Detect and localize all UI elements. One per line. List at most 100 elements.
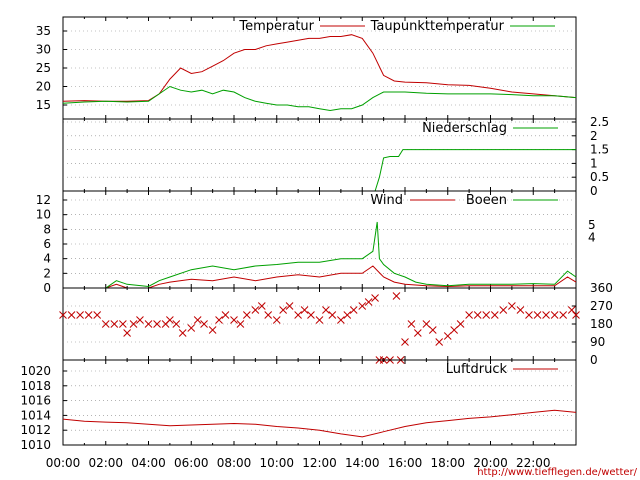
- y-tick-label: 6: [43, 237, 51, 251]
- series-line-taupunkttemperatur: [62, 85, 577, 112]
- x-tick-label: 04:00: [131, 456, 166, 470]
- x-tick-label: 06:00: [174, 456, 209, 470]
- point-stroke: [413, 329, 422, 337]
- legend-label: Boeen: [466, 193, 507, 208]
- point-stroke: [550, 311, 559, 319]
- point-stroke: [110, 320, 119, 328]
- wind-direction-point: [110, 320, 119, 328]
- point-stroke: [230, 316, 238, 324]
- point-stroke: [364, 298, 373, 306]
- wind-direction-point: [456, 320, 465, 328]
- wind-direction-point: [59, 311, 67, 319]
- x-tick-label: 14:00: [345, 456, 380, 470]
- wind-direction-point: [482, 311, 491, 319]
- point-stroke: [315, 316, 324, 324]
- point-stroke: [533, 311, 542, 319]
- point-stroke: [490, 311, 499, 319]
- wind-direction-point: [76, 311, 84, 319]
- wind-direction-point: [450, 326, 459, 334]
- wind-direction-point: [572, 311, 580, 319]
- wind-direction-point: [136, 316, 144, 324]
- point-stroke: [542, 311, 550, 319]
- point-stroke: [76, 311, 84, 319]
- point-stroke: [193, 316, 202, 324]
- y-tick-label: 360: [590, 281, 613, 295]
- point-stroke: [279, 306, 288, 314]
- wind-direction-point: [371, 294, 379, 302]
- y-tick-label: 35: [36, 24, 51, 38]
- wind-direction-point: [84, 311, 93, 319]
- wind-direction-point: [533, 311, 542, 319]
- point-stroke: [428, 326, 437, 334]
- y-tick-label: 1020: [20, 364, 51, 378]
- y-tick-label: 0.5: [590, 170, 609, 184]
- wind-direction-point: [413, 329, 422, 337]
- right-tick-label: 4: [588, 230, 596, 244]
- point-stroke: [144, 320, 153, 328]
- wind-direction-point: [178, 329, 187, 337]
- wind-direction-point: [215, 316, 223, 324]
- point-stroke: [215, 316, 223, 324]
- wind-direction-point: [422, 320, 431, 328]
- y-tick-label: 0: [590, 184, 598, 198]
- point-stroke: [450, 326, 459, 334]
- y-tick-label: 2.5: [590, 115, 609, 129]
- series-line-luftdruck: [62, 409, 577, 438]
- point-stroke: [129, 320, 138, 328]
- wind-direction-point: [401, 338, 409, 346]
- wind-direction-point: [153, 320, 161, 328]
- wind-direction-point: [166, 316, 174, 324]
- wind-direction-point: [118, 320, 127, 328]
- y-tick-label: 30: [36, 43, 51, 57]
- y-tick-label: 270: [590, 299, 613, 313]
- series-line-niederschlag: [63, 149, 576, 192]
- point-stroke: [272, 316, 281, 324]
- wind-direction-point: [251, 306, 260, 314]
- y-tick-label: 1012: [20, 423, 51, 437]
- point-stroke: [285, 302, 294, 310]
- point-stroke: [516, 306, 525, 314]
- y-tick-label: 0: [590, 353, 598, 367]
- point-stroke: [84, 311, 93, 319]
- point-stroke: [200, 320, 208, 328]
- point-stroke: [187, 324, 196, 332]
- wind-direction-point: [322, 306, 330, 314]
- point-stroke: [443, 332, 452, 340]
- point-stroke: [307, 311, 315, 319]
- point-stroke: [465, 311, 473, 319]
- wind-direction-point: [343, 311, 352, 319]
- point-stroke: [178, 329, 187, 337]
- wind-direction-point: [315, 316, 324, 324]
- footer-url[interactable]: http://www.tiefflegen.de/wetter/: [477, 467, 637, 478]
- point-stroke: [236, 320, 245, 328]
- y-tick-label: 12: [36, 193, 51, 207]
- legend-label: Wind: [370, 193, 403, 208]
- wind-direction-point: [307, 311, 315, 319]
- wind-direction-point: [230, 316, 238, 324]
- point-stroke: [349, 306, 358, 314]
- wind-direction-point: [428, 326, 437, 334]
- point-stroke: [328, 311, 337, 319]
- wind-direction-point: [542, 311, 550, 319]
- wind-direction-point: [129, 320, 138, 328]
- chart-panel-4: 360 270 180 90 0: [59, 281, 613, 367]
- wind-direction-point: [337, 316, 345, 324]
- point-stroke: [101, 320, 110, 328]
- point-stroke: [322, 306, 330, 314]
- series-line-wind: [63, 265, 577, 289]
- x-tick-label: 00:00: [46, 456, 81, 470]
- point-stroke: [407, 320, 416, 328]
- wind-direction-point: [221, 311, 230, 319]
- wind-direction-point: [525, 311, 533, 319]
- wind-direction-point: [300, 306, 309, 314]
- wind-direction-point: [364, 298, 373, 306]
- point-stroke: [572, 311, 580, 319]
- wind-direction-point: [67, 311, 76, 319]
- point-stroke: [166, 316, 174, 324]
- wind-direction-point: [93, 311, 102, 319]
- wind-direction-point: [279, 306, 288, 314]
- wind-direction-point: [272, 316, 281, 324]
- right-tick-label: 5: [588, 218, 596, 232]
